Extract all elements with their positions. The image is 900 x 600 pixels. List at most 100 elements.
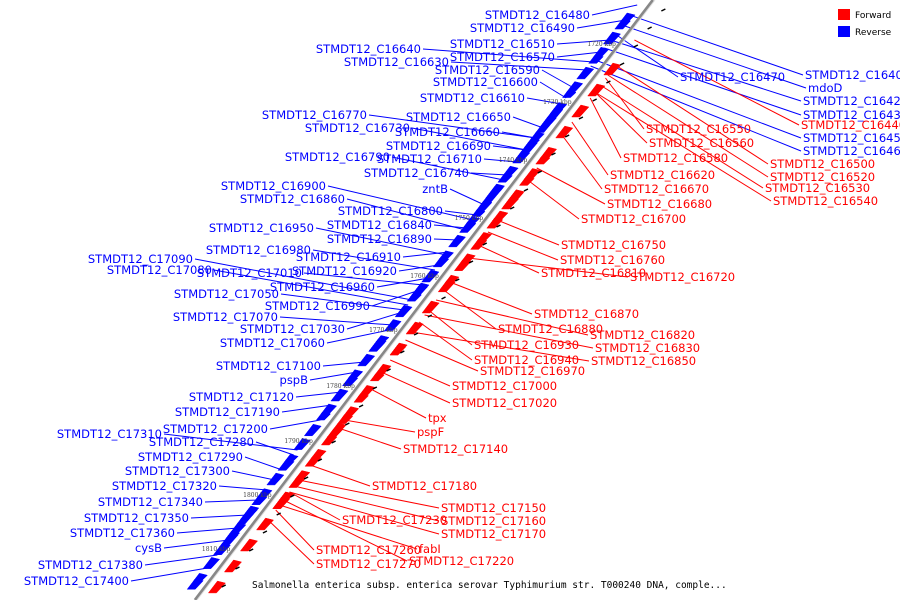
reverse-gene-label: STMDT12_C16400 (805, 68, 900, 82)
reverse-leader-line (483, 158, 518, 163)
forward-leader-line (368, 387, 427, 419)
reverse-leader-line (346, 311, 403, 330)
forward-gene-label: STMDT12_C16760 (560, 253, 665, 267)
reverse-gene-label: STMDT12_C17290 (138, 450, 243, 464)
reverse-gene-label: STMDT12_C16470 (680, 70, 785, 84)
forward-gene-label: tpx (428, 411, 447, 425)
reverse-leader-line (213, 269, 409, 306)
reverse-leader-line (470, 172, 508, 176)
forward-leader-line (449, 281, 533, 315)
reverse-leader-line (280, 293, 405, 311)
feature-tick (372, 386, 378, 390)
reverse-leader-line (322, 361, 365, 367)
forward-leader-line (424, 314, 594, 349)
forward-leader-line (411, 331, 590, 362)
feature-tick (413, 332, 419, 336)
forward-gene-arrow (437, 279, 456, 293)
reverse-leader-line (190, 514, 248, 519)
forward-gene-label: STMDT12_C16870 (534, 307, 639, 321)
reverse-gene-label: STMDT12_C17050 (174, 287, 279, 301)
reverse-leader-line (371, 289, 420, 307)
legend-forward-label: Forward (855, 11, 891, 21)
feature-tick (290, 494, 295, 498)
reverse-gene-label: STMDT12_C17400 (24, 574, 129, 588)
feature-tick (221, 584, 227, 588)
forward-leader-line (267, 519, 315, 565)
forward-gene-label: STMDT12_C16830 (595, 341, 700, 355)
reverse-leader-line (411, 127, 527, 151)
feature-tick (633, 44, 639, 48)
reverse-gene-label: STMDT12_C16740 (364, 166, 469, 180)
forward-gene-arrow (369, 372, 385, 382)
forward-gene-label: STMDT12_C17140 (403, 442, 508, 456)
genome-backbone (193, 0, 655, 600)
forward-leader-line (536, 167, 606, 205)
reverse-gene-label: STMDT12_C16640 (316, 42, 421, 56)
reverse-gene-arrow (471, 209, 486, 217)
reverse-leader-line (326, 329, 390, 344)
forward-leader-line (279, 504, 418, 550)
tick-label: 1810 kbp (202, 546, 231, 553)
reverse-gene-arrow (266, 472, 285, 486)
forward-gene-arrow (320, 434, 338, 446)
reverse-gene-label: pspB (280, 373, 309, 387)
reverse-gene-block (535, 107, 564, 133)
forward-leader-line (589, 97, 622, 159)
tick-label: 1720 kbp (587, 41, 616, 48)
reverse-gene-label: STMDT12_C17060 (220, 336, 325, 350)
reverse-gene-label: mdoD (808, 81, 843, 95)
forward-leader-line (435, 299, 589, 336)
tick-label: 1780 kbp (326, 383, 355, 390)
reverse-gene-label: STMDT12_C16420 (803, 94, 900, 108)
reverse-leader-line (556, 39, 611, 45)
forward-gene-arrow (571, 104, 590, 118)
forward-gene-block (500, 190, 524, 210)
feature-tick (317, 458, 323, 462)
reverse-gene-label: STMDT12_C17360 (70, 526, 175, 540)
reverse-gene-label: STMDT12_C17080 (107, 263, 212, 277)
reverse-leader-line (604, 47, 802, 116)
forward-leader-line (275, 509, 315, 551)
reverse-leader-line (312, 249, 435, 271)
feature-tick (303, 476, 309, 480)
feature-tick (468, 260, 474, 264)
reverse-gene-label: STMDT12_C16460 (803, 144, 900, 158)
feature-tick (454, 278, 460, 282)
reverse-leader-line (501, 131, 536, 139)
reverse-leader-line (492, 145, 527, 151)
forward-gene-label: STMDT12_C16560 (649, 136, 754, 150)
reverse-gene-label: STMDT12_C16990 (265, 299, 370, 313)
forward-gene-label: STMDT12_C16850 (591, 354, 696, 368)
forward-gene-label: STMDT12_C17220 (409, 554, 514, 568)
reverse-leader-line (163, 539, 229, 549)
feature-tick (619, 62, 625, 66)
reverse-leader-line (269, 419, 321, 430)
forward-gene-arrow (288, 476, 306, 488)
forward-leader-line (571, 121, 609, 176)
forward-gene-label: STMDT12_C16620 (610, 168, 715, 182)
reverse-leader-line (541, 69, 575, 89)
reverse-gene-label: STMDT12_C17200 (163, 422, 268, 436)
forward-leader-line (289, 491, 440, 535)
forward-gene-arrow (239, 538, 259, 552)
reverse-gene-arrow (202, 557, 221, 569)
forward-leader-line (405, 339, 479, 372)
forward-gene-label: STMDT12_C16820 (590, 328, 695, 342)
tick-label: 1790 kbp (284, 438, 313, 445)
reverse-gene-arrow (394, 304, 413, 318)
reverse-gene-block (218, 532, 239, 548)
reverse-gene-label: STMDT12_C17350 (84, 511, 189, 525)
reverse-leader-line (402, 251, 449, 258)
forward-gene-label: STMDT12_C16540 (773, 194, 878, 208)
reverse-gene-label: STMDT12_C17310 (57, 427, 162, 441)
reverse-leader-line (315, 227, 447, 256)
reverse-gene-block (515, 140, 538, 160)
forward-gene-label: STMDT12_C17000 (452, 379, 557, 393)
feature-tick (551, 152, 556, 156)
reverse-leader-line (176, 527, 239, 534)
reverse-leader-line (590, 65, 802, 152)
forward-gene-arrow (207, 580, 226, 594)
reverse-leader-line (255, 441, 294, 456)
forward-leader-line (293, 485, 440, 522)
